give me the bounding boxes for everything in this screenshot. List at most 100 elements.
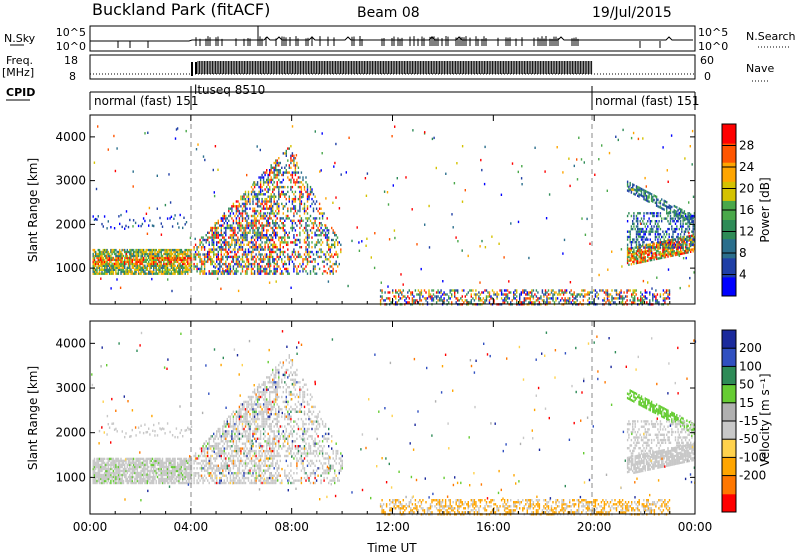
radar-echo-cell <box>256 205 259 208</box>
radar-echo-cell <box>288 231 290 234</box>
radar-echo-cell <box>687 212 689 215</box>
radar-echo-cell <box>117 457 120 461</box>
radar-echo-cell <box>270 236 272 239</box>
radar-echo-cell <box>96 254 98 258</box>
radar-echo-cell <box>661 198 663 201</box>
radar-echo-cell <box>630 225 633 228</box>
radar-echo-cell <box>290 159 292 162</box>
radar-echo-cell <box>629 235 631 239</box>
radar-echo-cell <box>252 267 254 271</box>
radar-echo-cell <box>124 227 126 230</box>
radar-echo-cell <box>285 241 287 244</box>
radar-echo-cell <box>159 250 161 254</box>
radar-echo-cell <box>262 171 265 174</box>
radar-echo-cell <box>137 264 140 267</box>
radar-echo-cell <box>291 253 294 256</box>
radar-echo-cell <box>642 250 644 254</box>
radar-echo-cell <box>151 250 154 254</box>
radar-echo-cell <box>137 248 140 252</box>
radar-echo-cell <box>253 212 256 215</box>
radar-echo-cell <box>103 262 106 266</box>
radar-echo-cell <box>437 289 439 292</box>
radar-echo-cell <box>231 209 233 213</box>
radar-echo-cell <box>637 233 639 236</box>
radar-echo-cell <box>667 220 669 223</box>
radar-echo-cell <box>685 256 687 260</box>
radar-echo-cell <box>668 204 670 207</box>
radar-echo-cell <box>111 457 113 461</box>
radar-echo-cell <box>664 250 667 253</box>
radar-echo-cell <box>285 154 287 157</box>
radar-echo-cell <box>257 229 260 232</box>
radar-echo-cell <box>273 234 275 237</box>
radar-echo-cell <box>166 217 169 220</box>
radar-echo-cell <box>475 289 477 292</box>
radar-echo-cell <box>155 266 157 269</box>
radar-echo-cell <box>306 212 309 215</box>
power-colorbar-swatch <box>722 257 736 278</box>
radar-echo-cell <box>287 209 289 213</box>
radar-echo-cell <box>140 248 142 252</box>
radar-echo-cell <box>103 473 106 477</box>
radar-echo-cell <box>102 459 104 463</box>
radar-echo-cell <box>637 194 639 197</box>
radar-echo-cell <box>395 291 397 294</box>
radar-echo-cell <box>217 250 219 254</box>
radar-echo-cell <box>620 291 622 294</box>
radar-echo-cell <box>213 260 215 263</box>
radar-echo-cell <box>232 257 234 261</box>
radar-echo-cell <box>331 246 333 249</box>
radar-echo-cell <box>634 252 636 255</box>
radar-echo-cell <box>266 234 268 237</box>
radar-echo-cell <box>405 301 407 304</box>
radar-echo-cell <box>96 272 98 275</box>
radar-echo-cell <box>293 255 295 259</box>
radar-echo-cell <box>270 234 272 237</box>
radar-echo-cell <box>629 181 631 185</box>
radar-echo-cell <box>278 190 280 194</box>
radar-echo-cell <box>635 259 638 263</box>
radar-echo-cell <box>150 264 152 267</box>
radar-echo-cell <box>299 193 301 196</box>
radar-echo-cell <box>101 264 103 267</box>
radar-echo-cell <box>244 236 247 239</box>
radar-echo-cell <box>169 248 171 252</box>
radar-echo-cell <box>253 270 256 273</box>
radar-echo-cell <box>125 254 127 258</box>
freq-tick-top: 18 <box>64 54 78 67</box>
radar-echo-cell <box>155 272 157 275</box>
radar-echo-cell <box>102 457 104 461</box>
radar-echo-cell <box>575 295 577 298</box>
radar-echo-cell <box>329 265 331 268</box>
radar-echo-cell <box>169 252 171 256</box>
radar-echo-cell <box>103 254 106 258</box>
radar-echo-cell <box>281 270 283 273</box>
radar-echo-cell <box>654 235 657 239</box>
radar-echo-cell <box>268 281 271 284</box>
radar-echo-cell <box>679 246 682 250</box>
radar-echo-cell <box>648 194 650 197</box>
radar-echo-cell <box>278 169 280 172</box>
radar-echo-cell <box>214 236 216 239</box>
radar-echo-cell <box>107 423 109 426</box>
radar-echo-cell <box>184 270 186 273</box>
radar-echo-cell <box>184 266 186 269</box>
radar-echo-cell <box>211 231 213 234</box>
radar-echo-cell <box>320 250 322 254</box>
radar-echo-cell <box>137 252 140 256</box>
radar-echo-cell <box>171 256 174 260</box>
radar-echo-cell <box>503 256 505 259</box>
radar-echo-cell <box>119 473 121 477</box>
radar-echo-cell <box>121 254 123 258</box>
radar-echo-cell <box>676 206 678 209</box>
radar-echo-cell <box>220 272 222 275</box>
radar-echo-cell <box>282 207 284 210</box>
radar-echo-cell <box>493 291 495 294</box>
radar-echo-cell <box>647 259 649 262</box>
radar-echo-cell <box>608 293 610 296</box>
radar-echo-cell <box>664 243 667 246</box>
radar-echo-cell <box>643 233 645 236</box>
radar-echo-cell <box>431 289 433 292</box>
radar-echo-cell <box>293 248 295 251</box>
y-tick-label: 2000 <box>55 217 86 231</box>
